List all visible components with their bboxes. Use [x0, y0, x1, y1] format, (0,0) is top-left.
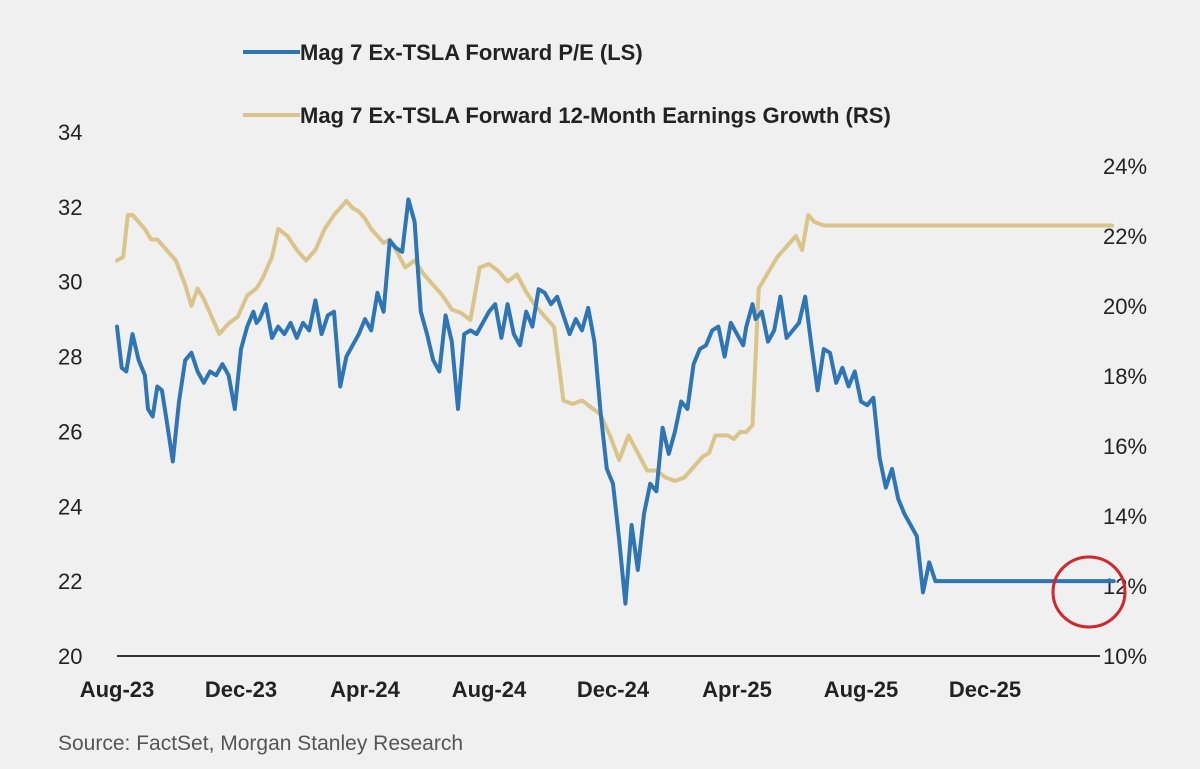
highlight-circle: [1051, 555, 1127, 629]
x-tick-label: Apr-25: [702, 677, 772, 702]
series-line-forward-pe: [115, 197, 1116, 606]
annotation-layer: [1051, 555, 1127, 629]
y-left-tick-label: 20: [58, 644, 82, 669]
y-left-tick-label: 28: [58, 345, 82, 370]
series-line-earnings-growth: [115, 199, 1115, 483]
x-tick-label: Aug-24: [452, 677, 527, 702]
x-tick-label: Dec-24: [577, 677, 650, 702]
y-right-tick-label: 10%: [1103, 644, 1147, 669]
y-left-tick-label: 32: [58, 195, 82, 220]
y-left-tick-label: 22: [58, 569, 82, 594]
source-note: Source: FactSet, Morgan Stanley Research: [58, 732, 463, 755]
x-tick-label: Apr-24: [330, 677, 400, 702]
legend: Mag 7 Ex-TSLA Forward P/E (LS) Mag 7 Ex-…: [243, 40, 891, 128]
right-axis: 10%12%14%16%18%20%22%24%: [1103, 154, 1147, 669]
y-right-tick-label: 24%: [1103, 154, 1147, 179]
y-right-tick-label: 18%: [1103, 364, 1147, 389]
y-right-tick-label: 16%: [1103, 434, 1147, 459]
y-left-tick-label: 24: [58, 494, 82, 519]
y-right-tick-label: 14%: [1103, 504, 1147, 529]
legend-label-earnings-growth: Mag 7 Ex-TSLA Forward 12-Month Earnings …: [300, 103, 891, 128]
y-left-tick-label: 34: [58, 120, 82, 145]
y-left-tick-label: 26: [58, 419, 82, 444]
x-tick-label: Dec-23: [205, 677, 277, 702]
x-tick-label: Aug-25: [824, 677, 899, 702]
x-axis-labels: Aug-23 Dec-23 Apr-24 Aug-24 Dec-24 Apr-25 Aug-…: [80, 677, 1021, 702]
left-axis: 20 22 24 26 28 30 32 34: [58, 120, 82, 669]
x-tick-label: Dec-25: [949, 677, 1021, 702]
legend-label-pe: Mag 7 Ex-TSLA Forward P/E (LS): [300, 40, 643, 65]
y-right-tick-label: 20%: [1103, 294, 1147, 319]
series-layer: [115, 197, 1116, 606]
y-left-tick-label: 30: [58, 270, 82, 295]
x-tick-label: Aug-23: [80, 677, 155, 702]
y-right-tick-label: 22%: [1103, 224, 1147, 249]
